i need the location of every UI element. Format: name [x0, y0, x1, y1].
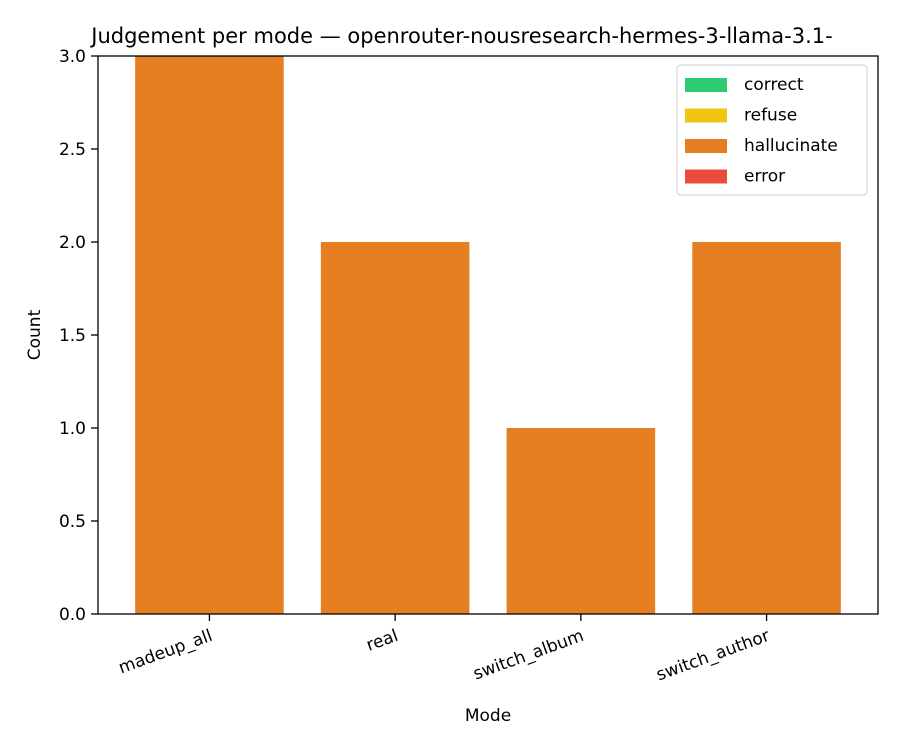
x-tick-label-madeup_all: madeup_all — [116, 626, 215, 678]
plot-frame — [97, 55, 879, 615]
bar-hallucinate-switch_author — [692, 242, 841, 614]
chart-title: Judgement per mode — openrouter-nousrese… — [89, 24, 832, 48]
legend-label-refuse: refuse — [744, 106, 797, 126]
legend-label-hallucinate: hallucinate — [744, 136, 838, 156]
x-tick-label-real: real — [364, 626, 401, 656]
y-tick-label: 3.0 — [59, 47, 86, 67]
y-tick-label: 0.5 — [59, 512, 86, 532]
legend-box — [676, 64, 868, 196]
bar-hallucinate-madeup_all — [135, 56, 284, 614]
y-axis: 0.0 0.5 1.0 1.5 2.0 2.5 3.0 — [59, 47, 98, 625]
bars-layer — [135, 56, 841, 614]
x-axis-label: Mode — [465, 706, 511, 726]
y-tick-label: 2.5 — [59, 140, 86, 160]
y-tick-label: 2.0 — [59, 233, 86, 253]
x-tick-label-switch_author: switch_author — [654, 626, 772, 685]
legend-swatch-error — [685, 169, 727, 184]
legend-swatch-correct — [685, 78, 727, 92]
y-tick-label: 1.5 — [59, 326, 86, 346]
legend-label-correct: correct — [744, 75, 804, 95]
bar-hallucinate-real — [320, 242, 470, 614]
x-axis: madeup_all real switch_album switch_author — [116, 614, 772, 685]
legend-label-error: error — [744, 167, 785, 187]
legend-swatch-hallucinate — [685, 139, 727, 153]
bar-hallucinate-switch_album — [506, 428, 656, 614]
legend: correct refuse hallucinate error — [676, 64, 868, 196]
y-tick-label: 0.0 — [59, 605, 86, 625]
y-tick-label: 1.0 — [59, 419, 86, 439]
y-axis-label: Count — [25, 309, 45, 360]
legend-swatch-refuse — [685, 108, 727, 123]
x-tick-label-switch_album: switch_album — [471, 626, 587, 684]
